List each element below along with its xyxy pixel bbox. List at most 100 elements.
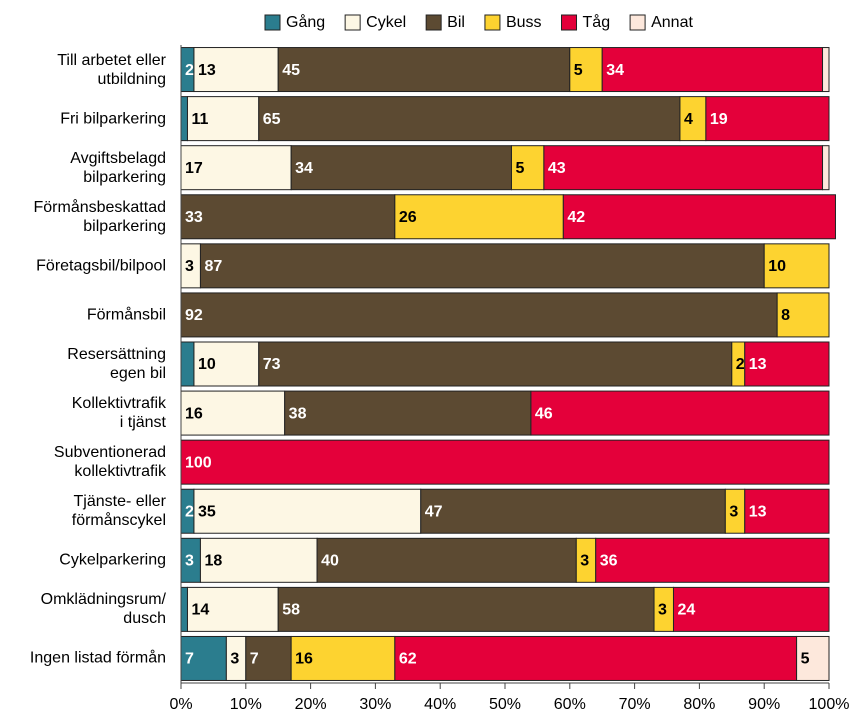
bar-segment (193, 488, 422, 534)
bar-segment (284, 390, 532, 436)
legend-label: Buss (506, 14, 542, 31)
bar-segment (290, 635, 396, 681)
bar-segment (316, 537, 577, 583)
bar-segment (180, 586, 188, 632)
bar-segment (822, 145, 830, 191)
data-label: 5 (574, 62, 583, 79)
x-tick-label: 0% (169, 696, 192, 713)
data-label: 3 (580, 553, 589, 570)
data-label: 5 (801, 651, 810, 668)
data-label: 40 (321, 553, 339, 570)
data-label: 19 (710, 111, 728, 128)
bar-segment (601, 47, 824, 93)
data-label: 16 (295, 651, 313, 668)
legend-swatch (264, 14, 281, 31)
data-label: 26 (399, 209, 417, 226)
category-label: Cykelparkering (59, 551, 166, 569)
bar-segment (180, 96, 188, 142)
data-label: 46 (535, 405, 553, 422)
data-label: 24 (677, 602, 695, 619)
bar-segment (705, 96, 830, 142)
data-label: 3 (185, 553, 194, 570)
x-tick-label: 70% (619, 696, 651, 713)
category-label: Företagsbil/bilpool (36, 257, 166, 275)
data-label: 87 (204, 258, 222, 275)
bar-segment (180, 292, 778, 338)
bar-segment (258, 96, 681, 142)
data-label: 2 (185, 503, 194, 520)
data-label: 16 (185, 405, 203, 422)
x-tick-label: 10% (230, 696, 262, 713)
x-tick-label: 80% (683, 696, 715, 713)
data-label: 10 (768, 258, 786, 275)
data-label: 10 (198, 356, 216, 373)
bar-segment (543, 145, 824, 191)
data-label: 2 (736, 356, 745, 373)
data-label: 13 (749, 503, 767, 520)
data-label: 14 (191, 602, 209, 619)
data-label: 2 (185, 62, 194, 79)
data-label: 4 (684, 111, 693, 128)
category-label: Till arbetet eller utbildning (57, 51, 166, 88)
x-tick-label: 100% (809, 696, 850, 713)
data-label: 38 (289, 405, 307, 422)
bar-segment (277, 47, 571, 93)
bar-segment (763, 243, 830, 289)
data-label: 45 (282, 62, 300, 79)
data-label: 92 (185, 307, 203, 324)
bar-segment (186, 96, 260, 142)
bar-segment (679, 96, 707, 142)
bar-segment (180, 390, 286, 436)
data-label: 42 (567, 209, 585, 226)
legend-swatch (629, 14, 646, 31)
bar-segment (394, 635, 798, 681)
data-label: 35 (198, 503, 216, 520)
data-label: 36 (600, 553, 618, 570)
legend-label: Tåg (583, 13, 611, 31)
data-label: 47 (425, 503, 443, 520)
category-label: Förmånsbil (86, 306, 166, 324)
x-tick-label: 20% (295, 696, 327, 713)
data-label: 43 (548, 160, 566, 177)
data-label: 7 (185, 651, 194, 668)
bar-segment (420, 488, 726, 534)
bar-segment (776, 292, 830, 338)
legend-label: Cykel (366, 14, 406, 31)
data-label: 33 (185, 209, 203, 226)
data-label: 34 (606, 62, 624, 79)
legend-label: Gång (286, 13, 325, 31)
data-label: 3 (230, 651, 239, 668)
legend-label: Bil (447, 14, 465, 31)
data-label: 34 (295, 160, 313, 177)
legend-swatch (425, 14, 442, 31)
data-label: 3 (185, 258, 194, 275)
bar-segment (744, 488, 830, 534)
bar-segment (277, 586, 655, 632)
category-label: Resersättning egen bil (67, 346, 166, 382)
category-label: Omklädningsrum/ dusch (40, 591, 166, 628)
data-label: 7 (250, 651, 259, 668)
bar-segment (595, 537, 830, 583)
bar-segment (258, 341, 733, 387)
bar-segment (394, 194, 564, 240)
category-label: Fri bilparkering (60, 110, 166, 128)
data-label: 3 (658, 602, 667, 619)
legend-swatch (561, 14, 578, 31)
bar-segment (744, 341, 830, 387)
x-tick-label: 60% (554, 696, 586, 713)
bar-segment (180, 341, 195, 387)
data-label: 3 (729, 503, 738, 520)
bar-segment (180, 194, 396, 240)
data-label: 11 (191, 111, 208, 128)
category-label: Avgiftsbelagd bilparkering (70, 149, 166, 186)
bar-segment (822, 47, 830, 93)
bar-segment (180, 439, 830, 485)
data-label: 73 (263, 356, 281, 373)
legend-swatch (344, 14, 361, 31)
x-tick-label: 40% (424, 696, 456, 713)
legend-label: Annat (651, 14, 693, 31)
data-label: 5 (515, 160, 524, 177)
data-label: 8 (781, 307, 790, 324)
category-label: Subventionerad kollektivtrafik (53, 444, 166, 481)
